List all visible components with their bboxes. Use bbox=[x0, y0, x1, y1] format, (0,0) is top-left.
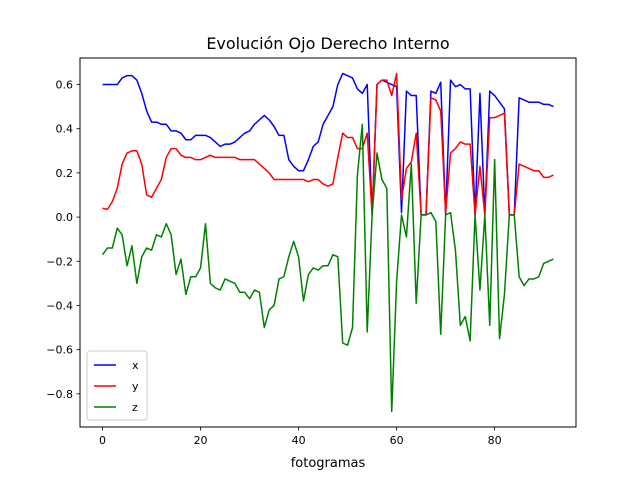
series-layer bbox=[101, 72, 554, 413]
x-axis-label: fotogramas bbox=[291, 456, 366, 471]
x-tick-label: 40 bbox=[292, 434, 306, 447]
y-tick-label: −0.8 bbox=[46, 388, 73, 401]
x-tick-label: 60 bbox=[390, 434, 404, 447]
legend: xyz bbox=[86, 350, 148, 421]
y-tick-label: −0.6 bbox=[46, 344, 73, 357]
y-tick-label: 0.4 bbox=[56, 123, 74, 136]
ticks-layer: 0 20 40 60 80 −0.8 −0.6 −0.4 −0.2 0.0 0.2 0.4 0.6 bbox=[46, 79, 501, 447]
y-tick-label: 0.0 bbox=[56, 211, 74, 224]
series-line-y bbox=[102, 72, 554, 216]
x-tick-label: 80 bbox=[488, 434, 502, 447]
plot-background bbox=[80, 58, 576, 427]
y-tick-label: 0.2 bbox=[56, 167, 74, 180]
y-tick-label: 0.6 bbox=[56, 79, 74, 92]
legend-label-y: y bbox=[132, 380, 139, 393]
plot-frame bbox=[79, 57, 577, 428]
x-tick-label: 20 bbox=[194, 434, 208, 447]
series-line-z bbox=[101, 123, 554, 413]
chart-title: Evolución Ojo Derecho Interno bbox=[206, 34, 449, 53]
series-line-x bbox=[102, 72, 554, 216]
y-tick-label: −0.2 bbox=[46, 255, 73, 268]
y-tick-label: −0.4 bbox=[46, 299, 73, 312]
x-tick-label: 0 bbox=[99, 434, 106, 447]
legend-frame bbox=[86, 350, 148, 421]
legend-label-x: x bbox=[132, 359, 139, 372]
legend-label-z: z bbox=[132, 401, 138, 414]
